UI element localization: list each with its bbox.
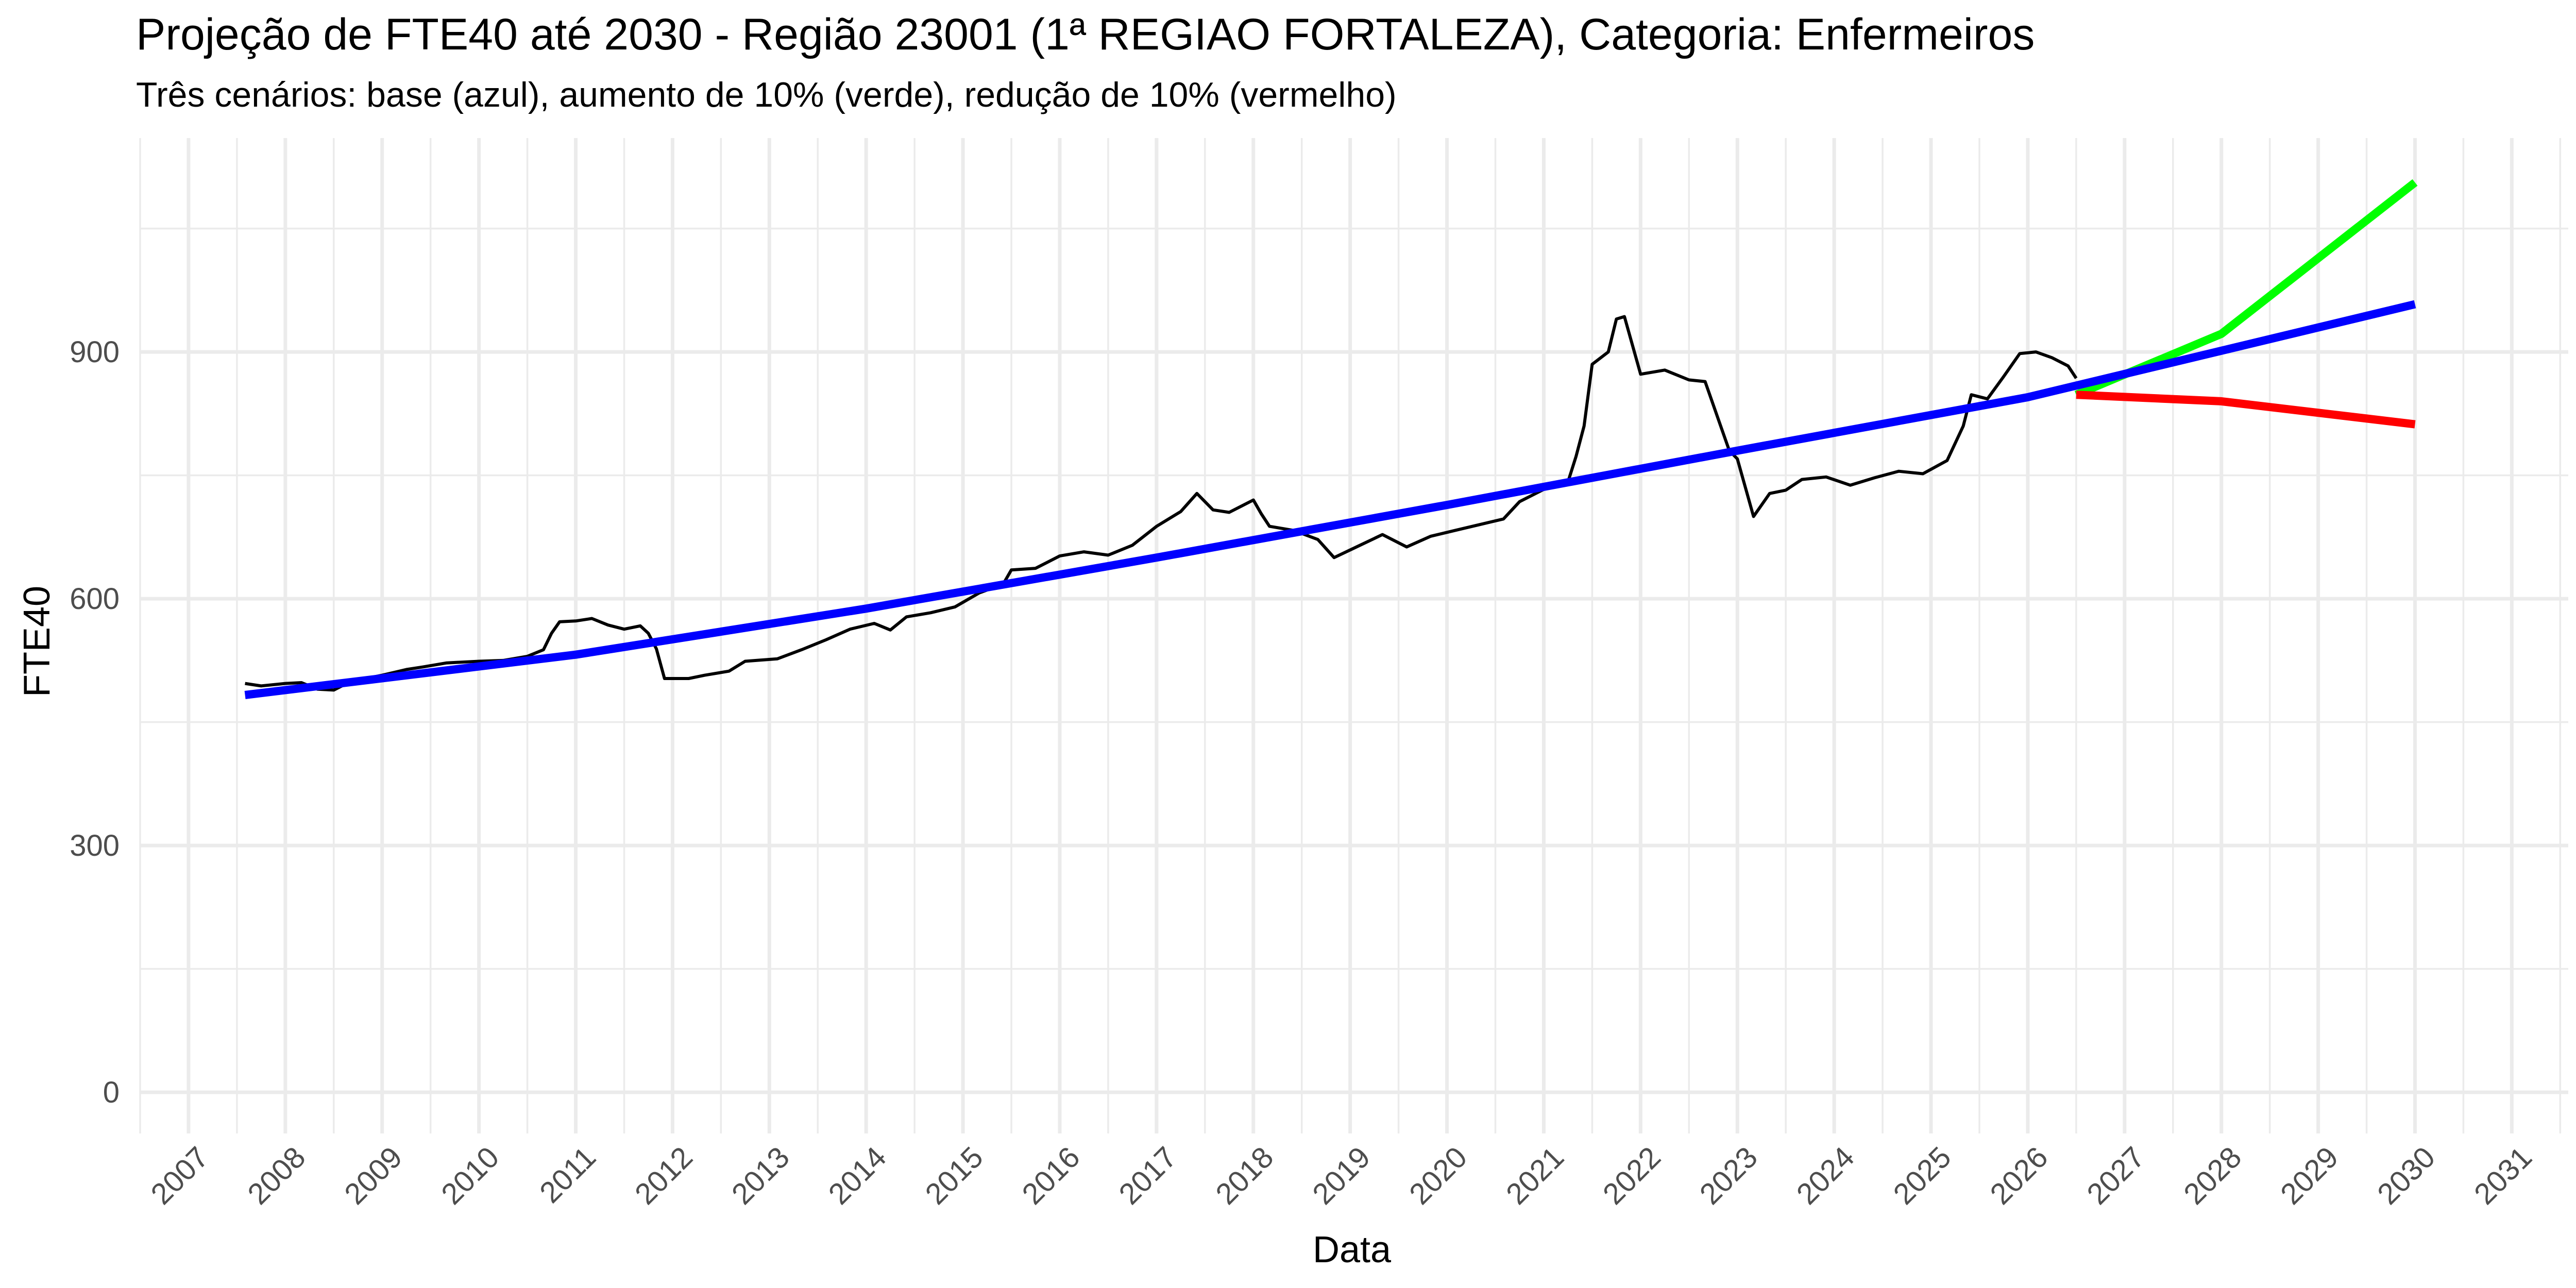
x-tick-label: 2012 (629, 1140, 699, 1211)
x-tick-label: 2007 (144, 1140, 215, 1211)
base-series-line (244, 300, 2416, 699)
observed-series-line (245, 315, 2078, 692)
x-tick-label: 2010 (435, 1140, 505, 1211)
x-tick-label: 2014 (822, 1140, 893, 1211)
x-tick-label: 2008 (241, 1140, 312, 1211)
x-tick-label: 2020 (1403, 1140, 1473, 1211)
x-tick-label: 2013 (725, 1140, 796, 1211)
x-tick-label: 2029 (2274, 1140, 2345, 1211)
x-tick-label: 2017 (1112, 1140, 1183, 1211)
x-tick-label: 2028 (2177, 1140, 2248, 1211)
x-tick-label: 2015 (919, 1140, 990, 1211)
x-tick-label: 2031 (2468, 1140, 2538, 1211)
grid-lines (139, 138, 2568, 1133)
x-tick-label: 2016 (1015, 1140, 1086, 1211)
x-axis-label: Data (1312, 1229, 1392, 1270)
y-tick-label: 600 (70, 582, 120, 616)
x-tick-label: 2019 (1306, 1140, 1377, 1211)
x-tick-label: 2011 (533, 1140, 602, 1209)
y-tick-label: 900 (70, 335, 120, 369)
x-tick-label: 2023 (1693, 1140, 1764, 1211)
x-tick-label: 2009 (338, 1140, 409, 1211)
x-tick-label: 2027 (2080, 1140, 2151, 1211)
x-tick-label: 2024 (1790, 1140, 1861, 1211)
chart-subtitle: Três cenários: base (azul), aumento de 1… (136, 75, 1397, 114)
decrease-series-line (2076, 391, 2416, 429)
chart-title: Projeção de FTE40 até 2030 - Região 2300… (136, 10, 2035, 59)
x-tick-label: 2022 (1597, 1140, 1667, 1211)
y-tick-labels: 0 300 600 900 (70, 335, 120, 1109)
x-tick-label: 2030 (2371, 1140, 2442, 1211)
x-tick-labels: 2007 2008 2009 2010 2011 2012 2013 2014 2015 2016… (144, 1140, 2538, 1211)
y-tick-label: 0 (103, 1076, 120, 1109)
y-tick-label: 300 (70, 829, 120, 862)
x-tick-label: 2025 (1887, 1140, 1957, 1211)
x-tick-label: 2021 (1500, 1140, 1570, 1211)
x-tick-label: 2018 (1209, 1140, 1280, 1211)
series-lines (244, 179, 2418, 699)
increase-series-line (2074, 179, 2418, 399)
x-tick-label: 2026 (1984, 1140, 2054, 1211)
